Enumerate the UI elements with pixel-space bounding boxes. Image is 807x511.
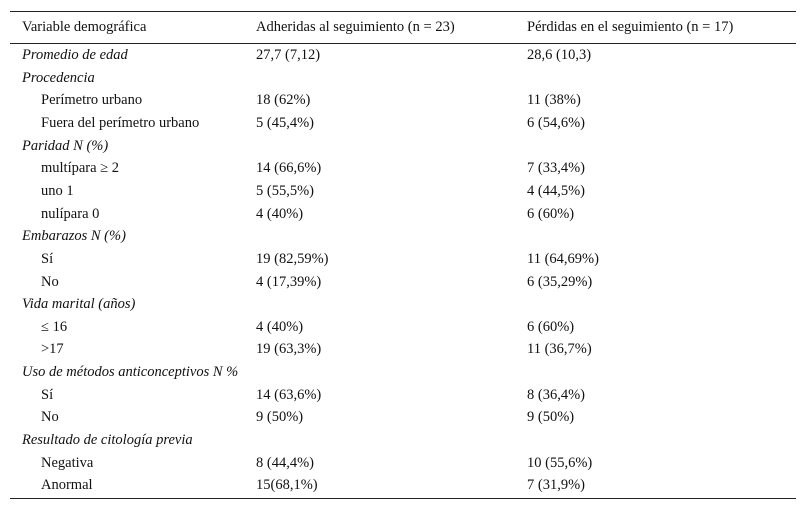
cell-value: 9 (50%) [527,409,575,426]
group-title: Vida marital (años) [22,296,136,313]
row-label: nulípara 0 [41,205,100,222]
cell-value: 6 (35,29%) [527,273,593,290]
cell-value: 15(68,1%) [256,477,318,494]
row-label: Anormal [41,477,93,494]
cell-value: 19 (63,3%) [256,341,322,358]
row-label: No [41,273,59,290]
header-cell: Pérdidas en el seguimiento (n = 17) [527,19,734,35]
cell-value: 4 (17,39%) [256,273,322,290]
row-label: ≤ 16 [41,318,68,335]
group-title: Uso de métodos anticonceptivos N % [22,364,239,381]
cell-value: 6 (60%) [527,205,575,222]
group-title: Paridad N (%) [22,137,109,154]
cell-value: 5 (55,5%) [256,182,314,199]
cell-value: 4 (40%) [256,205,304,222]
cell-value: 5 (45,4%) [256,114,314,131]
cell-value: 6 (60%) [527,318,575,335]
group-title: Resultado de citología previa [22,432,193,449]
header-cell: Adheridas al seguimiento (n = 23) [256,19,455,35]
cell-value: 8 (36,4%) [527,386,585,403]
cell-value: 27,7 (7,12) [256,47,321,63]
row-label: Sí [41,250,54,267]
cell-value: 14 (66,6%) [256,160,322,177]
cell-value: 4 (40%) [256,318,304,335]
cell-value: 18 (62%) [256,92,311,109]
cell-value: 11 (38%) [527,92,581,109]
group-title: Promedio de edad [22,47,128,63]
cell-value: 7 (31,9%) [527,477,585,494]
row-label: Sí [41,386,54,403]
header-cell: Variable demográfica [22,19,147,35]
row-label: multípara ≥ 2 [41,160,120,177]
row-label: uno 1 [41,182,74,199]
cell-value: 28,6 (10,3) [527,47,592,63]
row-label: Negativa [41,454,94,471]
row-label: Perímetro urbano [41,92,143,109]
cell-value: 19 (82,59%) [256,250,329,267]
cell-value: 8 (44,4%) [256,454,314,471]
cell-value: 10 (55,6%) [527,454,593,471]
group-title: Procedencia [22,69,95,86]
group-title: Embarazos N (%) [22,228,126,245]
cell-value: 4 (44,5%) [527,182,585,199]
top-rule [10,11,796,12]
row-label: Fuera del perímetro urbano [41,114,200,131]
cell-value: 11 (36,7%) [527,341,592,358]
cell-value: 7 (33,4%) [527,160,585,177]
header-rule [10,43,796,44]
cell-value: 11 (64,69%) [527,250,599,267]
cell-value: 6 (54,6%) [527,114,585,131]
cell-value: 14 (63,6%) [256,386,322,403]
cell-value: 9 (50%) [256,409,304,426]
row-label: >17 [41,341,64,358]
bottom-rule [10,498,796,499]
row-label: No [41,409,59,426]
